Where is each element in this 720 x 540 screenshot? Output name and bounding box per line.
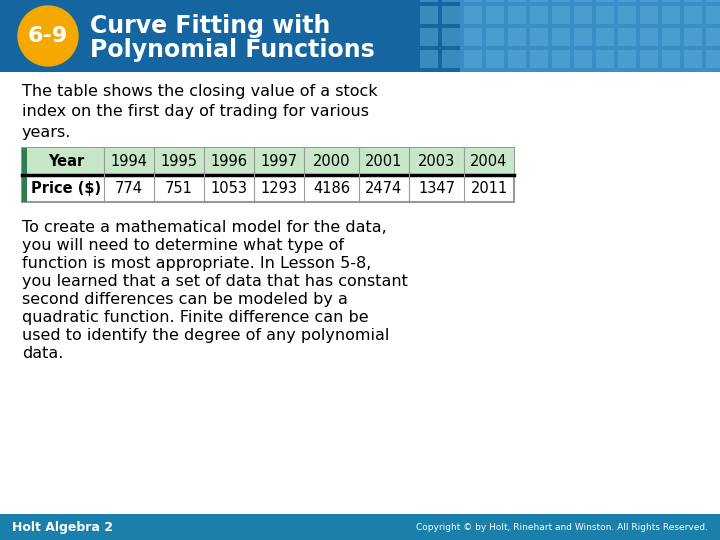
Bar <box>662 6 680 24</box>
Text: 1997: 1997 <box>261 154 297 169</box>
Bar <box>464 28 482 46</box>
Bar <box>552 6 570 24</box>
Bar <box>508 6 526 24</box>
Bar <box>486 6 504 24</box>
Text: Copyright © by Holt, Rinehart and Winston. All Rights Reserved.: Copyright © by Holt, Rinehart and Winsto… <box>416 523 708 531</box>
Text: 2001: 2001 <box>365 154 402 169</box>
Bar <box>530 0 548 2</box>
Bar <box>574 0 592 2</box>
Text: 2474: 2474 <box>365 181 402 196</box>
Bar <box>0 514 720 540</box>
Text: Year: Year <box>48 154 84 169</box>
Text: used to identify the degree of any polynomial: used to identify the degree of any polyn… <box>22 328 390 343</box>
Bar <box>684 50 702 68</box>
Text: To create a mathematical model for the data,: To create a mathematical model for the d… <box>22 220 387 235</box>
Bar <box>508 50 526 68</box>
Text: 6-9: 6-9 <box>28 26 68 46</box>
Bar <box>618 50 636 68</box>
Bar <box>574 28 592 46</box>
Bar <box>486 0 504 2</box>
Bar <box>684 0 702 2</box>
Text: 1293: 1293 <box>261 181 297 196</box>
Bar <box>662 0 680 2</box>
Text: data.: data. <box>22 346 63 361</box>
Bar <box>420 50 438 68</box>
Text: Polynomial Functions: Polynomial Functions <box>90 38 374 62</box>
Bar <box>706 6 720 24</box>
Bar <box>486 50 504 68</box>
Text: function is most appropriate. In Lesson 5-8,: function is most appropriate. In Lesson … <box>22 256 372 271</box>
Bar <box>442 50 460 68</box>
Text: 751: 751 <box>165 181 193 196</box>
Bar <box>706 28 720 46</box>
Text: 1996: 1996 <box>210 154 248 169</box>
Bar <box>442 0 460 2</box>
Bar <box>508 28 526 46</box>
Bar <box>420 28 438 46</box>
Bar <box>22 148 514 175</box>
Bar <box>618 6 636 24</box>
Circle shape <box>18 6 78 66</box>
Bar <box>460 0 720 72</box>
Text: 2003: 2003 <box>418 154 455 169</box>
Text: you will need to determine what type of: you will need to determine what type of <box>22 238 344 253</box>
Bar <box>442 28 460 46</box>
Bar <box>596 0 614 2</box>
Bar <box>22 148 514 202</box>
Bar <box>596 50 614 68</box>
Bar <box>684 6 702 24</box>
Bar <box>618 28 636 46</box>
Bar <box>640 0 658 2</box>
Bar <box>442 6 460 24</box>
Bar <box>596 28 614 46</box>
Text: 4186: 4186 <box>313 181 350 196</box>
Bar <box>706 0 720 2</box>
Text: 2011: 2011 <box>470 181 508 196</box>
Bar <box>530 6 548 24</box>
Text: you learned that a set of data that has constant: you learned that a set of data that has … <box>22 274 408 289</box>
Bar <box>530 50 548 68</box>
Bar <box>464 6 482 24</box>
Bar <box>574 6 592 24</box>
Text: 1053: 1053 <box>210 181 248 196</box>
Text: The table shows the closing value of a stock
index on the first day of trading f: The table shows the closing value of a s… <box>22 84 377 140</box>
Bar <box>596 6 614 24</box>
Text: quadratic function. Finite difference can be: quadratic function. Finite difference ca… <box>22 310 369 325</box>
Bar <box>640 28 658 46</box>
Bar <box>420 0 438 2</box>
Bar <box>574 50 592 68</box>
Bar <box>552 0 570 2</box>
Bar <box>706 50 720 68</box>
Bar <box>22 148 27 202</box>
Text: 1995: 1995 <box>161 154 197 169</box>
Bar <box>486 28 504 46</box>
Text: Holt Algebra 2: Holt Algebra 2 <box>12 521 113 534</box>
Bar <box>640 6 658 24</box>
Text: Price ($): Price ($) <box>31 181 101 196</box>
Bar <box>640 50 658 68</box>
Bar <box>662 50 680 68</box>
Bar <box>464 0 482 2</box>
Text: second differences can be modeled by a: second differences can be modeled by a <box>22 292 348 307</box>
Text: 2004: 2004 <box>470 154 508 169</box>
Bar <box>0 0 460 72</box>
Bar <box>552 28 570 46</box>
Text: 774: 774 <box>115 181 143 196</box>
Text: Curve Fitting with: Curve Fitting with <box>90 14 330 38</box>
Bar <box>508 0 526 2</box>
Bar <box>420 6 438 24</box>
Text: 1347: 1347 <box>418 181 455 196</box>
Bar <box>530 28 548 46</box>
Text: 1994: 1994 <box>110 154 148 169</box>
Bar <box>662 28 680 46</box>
Bar <box>464 50 482 68</box>
Bar <box>618 0 636 2</box>
Bar <box>552 50 570 68</box>
Text: 2000: 2000 <box>312 154 350 169</box>
Bar <box>684 28 702 46</box>
